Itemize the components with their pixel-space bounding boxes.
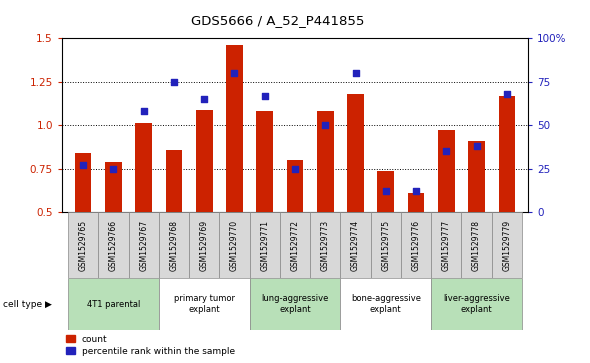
Bar [129, 212, 159, 278]
Text: GSM1529773: GSM1529773 [321, 220, 330, 271]
Point [502, 91, 512, 97]
Bar [371, 212, 401, 278]
Text: GSM1529766: GSM1529766 [109, 220, 118, 271]
Point [230, 70, 239, 76]
Point [381, 188, 391, 194]
Text: bone-aggressive
explant: bone-aggressive explant [351, 294, 421, 314]
Point [169, 79, 179, 85]
Text: GSM1529777: GSM1529777 [442, 220, 451, 271]
Bar [280, 212, 310, 278]
Text: GSM1529768: GSM1529768 [169, 220, 178, 271]
Bar [408, 193, 424, 212]
Bar [378, 171, 394, 212]
Point [472, 143, 481, 149]
Bar [135, 123, 152, 212]
Bar [196, 110, 212, 212]
Text: cell type ▶: cell type ▶ [3, 299, 52, 309]
Point [260, 93, 270, 98]
Point [441, 148, 451, 154]
Bar [189, 212, 219, 278]
Bar [431, 212, 461, 278]
Bar [99, 212, 129, 278]
Bar [340, 278, 431, 330]
Point [78, 162, 88, 168]
Bar [431, 278, 522, 330]
Bar [105, 162, 122, 212]
Bar [491, 212, 522, 278]
Text: GSM1529776: GSM1529776 [412, 220, 421, 271]
Bar [287, 160, 303, 212]
Text: GSM1529772: GSM1529772 [290, 220, 300, 271]
Text: GSM1529770: GSM1529770 [230, 220, 239, 271]
Point [290, 166, 300, 172]
Point [411, 188, 421, 194]
Bar [68, 278, 159, 330]
Text: GSM1529779: GSM1529779 [502, 220, 512, 271]
Text: lung-aggressive
explant: lung-aggressive explant [261, 294, 329, 314]
Bar [340, 212, 371, 278]
Point [320, 122, 330, 128]
Bar [401, 212, 431, 278]
Point [109, 166, 118, 172]
Bar [310, 212, 340, 278]
Bar [438, 130, 455, 212]
Bar [68, 212, 99, 278]
Text: liver-aggressive
explant: liver-aggressive explant [443, 294, 510, 314]
Bar [257, 111, 273, 212]
Bar [75, 153, 91, 212]
Text: GSM1529774: GSM1529774 [351, 220, 360, 271]
Point [199, 96, 209, 102]
Bar [461, 212, 491, 278]
Point [139, 109, 149, 114]
Bar [317, 111, 333, 212]
Text: GSM1529767: GSM1529767 [139, 220, 148, 271]
Text: GSM1529778: GSM1529778 [472, 220, 481, 271]
Bar [219, 212, 250, 278]
Text: GSM1529771: GSM1529771 [260, 220, 269, 271]
Bar [468, 141, 485, 212]
Bar [250, 212, 280, 278]
Bar [159, 212, 189, 278]
Bar [347, 94, 364, 212]
Text: GSM1529769: GSM1529769 [199, 220, 209, 271]
Bar [166, 150, 182, 212]
Text: GDS5666 / A_52_P441855: GDS5666 / A_52_P441855 [191, 15, 364, 28]
Legend: count, percentile rank within the sample: count, percentile rank within the sample [67, 335, 235, 355]
Bar [499, 95, 515, 212]
Point [351, 70, 360, 76]
Bar [250, 278, 340, 330]
Bar [226, 45, 243, 212]
Text: 4T1 parental: 4T1 parental [87, 299, 140, 309]
Text: GSM1529765: GSM1529765 [78, 220, 88, 271]
Text: primary tumor
explant: primary tumor explant [173, 294, 235, 314]
Text: GSM1529775: GSM1529775 [381, 220, 391, 271]
Bar [159, 278, 250, 330]
